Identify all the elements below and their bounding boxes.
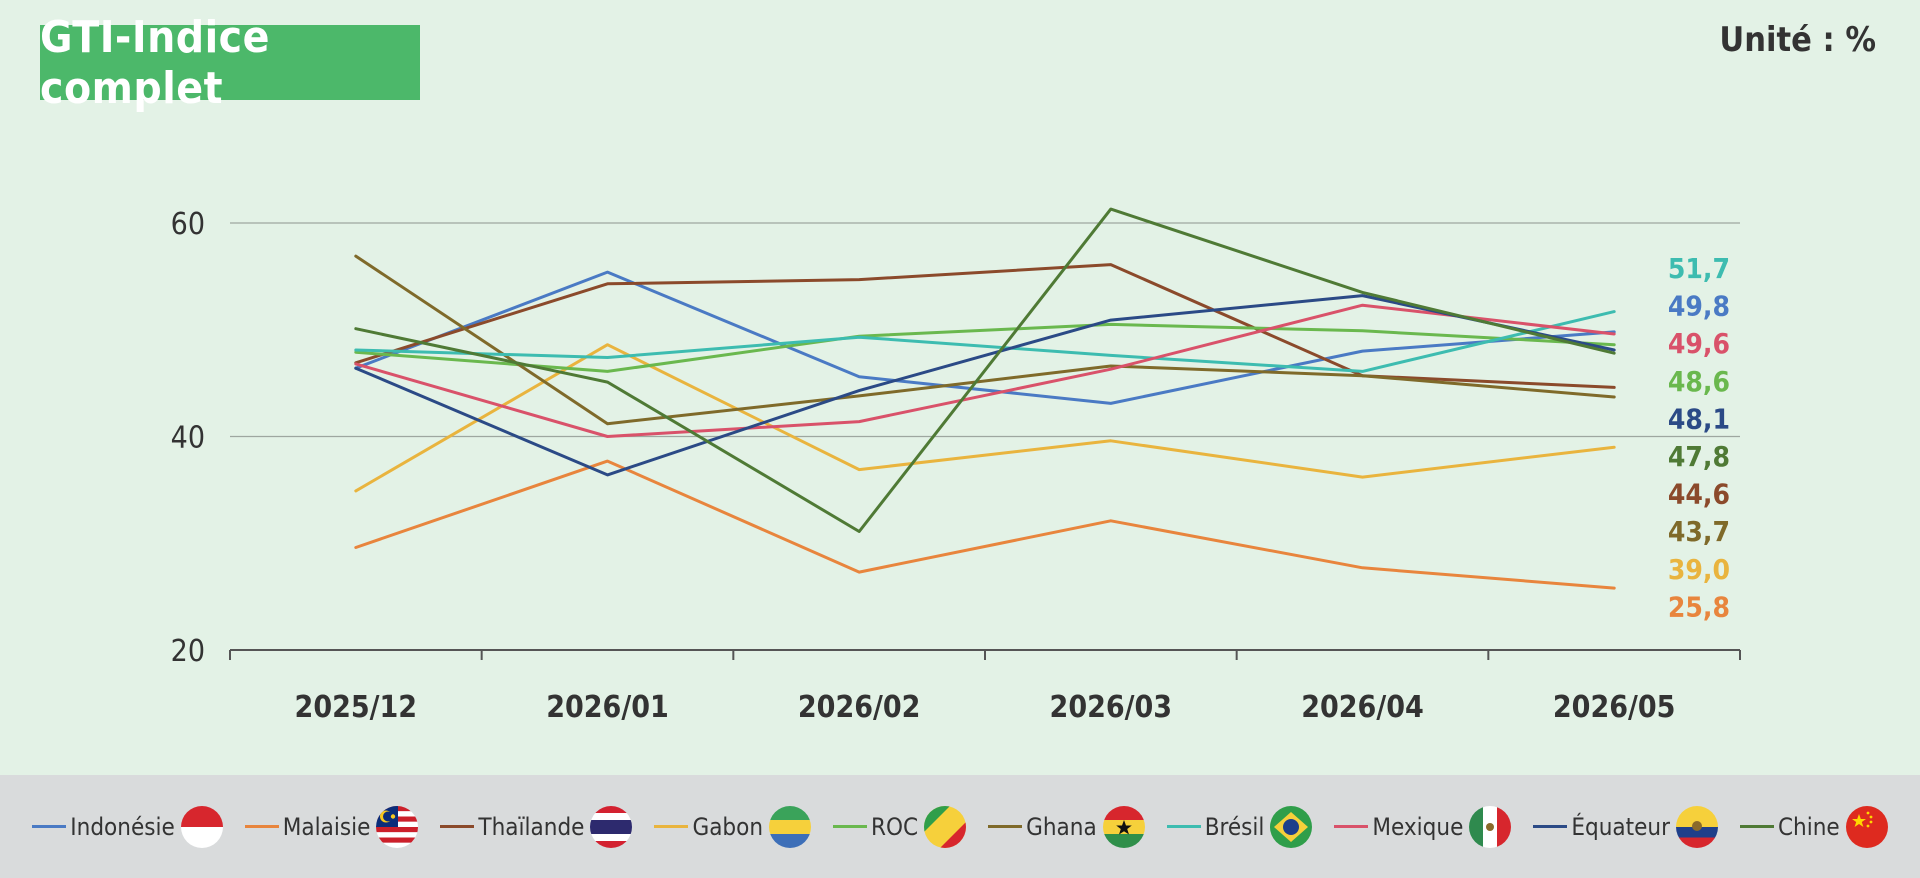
legend-label: ROC xyxy=(871,812,919,841)
roc-flag-icon xyxy=(924,805,967,848)
chart-title: GTI-Indice complet xyxy=(40,11,270,114)
end-label-bresil: 51,7 xyxy=(1668,252,1730,285)
legend-label: Mexique xyxy=(1372,812,1464,841)
chart-title-box: GTI-Indice complet xyxy=(40,12,420,114)
legend-item-equateur: Équateur xyxy=(1533,805,1718,848)
legend-label: Thaïlande xyxy=(478,812,585,841)
thailand-flag-icon xyxy=(590,805,633,848)
legend-label: Malaisie xyxy=(282,812,371,841)
legend-swatch xyxy=(440,825,475,828)
series-line-ghana xyxy=(354,254,1616,426)
legend-swatch xyxy=(1533,825,1568,828)
end-label-indonesie: 49,8 xyxy=(1668,290,1730,323)
grid-layer xyxy=(230,222,1740,438)
end-label-gabon: 39,0 xyxy=(1668,553,1730,586)
legend-swatch xyxy=(833,825,868,828)
end-label-malaisie: 25,8 xyxy=(1668,590,1730,623)
y-tick-label-40: 40 xyxy=(171,421,205,456)
legend-swatch xyxy=(1739,825,1774,828)
axis-layer: 20 40 60 2025/12 2026/01 2026/02 2026/03 2026/0… xyxy=(171,207,1741,725)
series-line-thailande xyxy=(354,263,1616,389)
series-line-roc xyxy=(354,322,1616,373)
series-line-bresil xyxy=(354,310,1616,373)
legend-label: Brésil xyxy=(1204,812,1265,841)
legend-swatch xyxy=(32,825,67,828)
y-tick-label-20: 20 xyxy=(171,634,205,669)
legend-swatch xyxy=(988,825,1023,828)
legend-label: Gabon xyxy=(692,812,764,841)
legend-item-malaisie: Malaisie xyxy=(244,805,419,848)
series-line-malaisie xyxy=(354,459,1616,590)
legend-label: Indonésie xyxy=(70,812,175,841)
legend-label: Chine xyxy=(1777,812,1840,841)
legend-item-thailande: Thaïlande xyxy=(440,805,633,848)
series-line-mexique xyxy=(354,303,1616,438)
y-tick-label-60: 60 xyxy=(171,207,205,242)
series-line-indonesie xyxy=(354,270,1616,405)
legend-item-gabon: Gabon xyxy=(654,805,812,848)
x-tick-label-2026-02: 2026/02 xyxy=(798,690,921,725)
series-line-chine xyxy=(354,207,1616,533)
x-tick-label-2026-04: 2026/04 xyxy=(1301,690,1424,725)
ghana-flag-icon xyxy=(1102,805,1145,848)
legend-label: Ghana xyxy=(1026,812,1097,841)
x-tick-label-2026-05: 2026/05 xyxy=(1553,690,1676,725)
unit-label: Unité : % xyxy=(1719,20,1876,60)
indonesia-flag-icon xyxy=(180,805,223,848)
x-tick-label-2026-01: 2026/01 xyxy=(546,690,669,725)
end-label-chine: 47,8 xyxy=(1668,440,1730,473)
end-label-mexique: 49,6 xyxy=(1668,327,1730,360)
legend-item-indonesie: Indonésie xyxy=(32,805,223,848)
legend-swatch xyxy=(1166,825,1201,828)
end-label-roc: 48,6 xyxy=(1668,365,1730,398)
legend-swatch xyxy=(1334,825,1369,828)
legend-item-mexique: Mexique xyxy=(1334,805,1512,848)
end-label-equateur: 48,1 xyxy=(1668,402,1730,435)
legend-swatch xyxy=(654,825,689,828)
line-chart: 20 40 60 2025/12 2026/01 2026/02 2026/03 2026/0… xyxy=(171,207,1741,725)
x-tick-label-2025-12: 2025/12 xyxy=(295,690,418,725)
legend-item-chine: Chine xyxy=(1739,805,1888,848)
legend: Indonésie Malaisie Thaïlande Gabon ROC Ghana B… xyxy=(0,775,1920,878)
legend-item-ghana: Ghana xyxy=(988,805,1145,848)
ecuador-flag-icon xyxy=(1675,805,1718,848)
x-tick-label-2026-03: 2026/03 xyxy=(1050,690,1173,725)
series-line-equateur xyxy=(354,294,1616,477)
series-layer xyxy=(354,207,1616,590)
legend-item-bresil: Brésil xyxy=(1166,805,1313,848)
legend-swatch xyxy=(244,825,279,828)
gabon-flag-icon xyxy=(769,805,812,848)
end-label-thailande: 44,6 xyxy=(1668,478,1730,511)
china-flag-icon xyxy=(1845,805,1888,848)
mexico-flag-icon xyxy=(1469,805,1512,848)
end-label-layer: 51,7 49,8 49,6 48,6 48,1 47,8 44,6 43,7 39,0 25,8 xyxy=(1668,252,1730,623)
malaysia-flag-icon xyxy=(376,805,419,848)
legend-label: Équateur xyxy=(1571,812,1670,841)
legend-item-roc: ROC xyxy=(833,805,967,848)
brazil-flag-icon xyxy=(1270,805,1313,848)
end-label-ghana: 43,7 xyxy=(1668,515,1730,548)
